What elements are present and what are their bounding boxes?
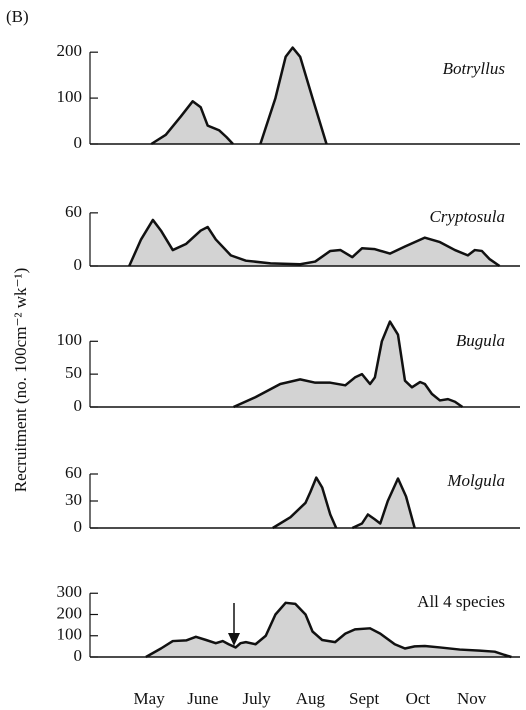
x-tick-label: Aug: [296, 689, 326, 708]
area: [272, 476, 416, 530]
y-tick-label: 60: [65, 463, 82, 482]
panel-title: Cryptosula: [429, 207, 505, 226]
y-tick-label: 60: [65, 202, 82, 221]
y-axis-label: Recruitment (no. 100cm⁻² wk⁻¹): [11, 268, 30, 493]
y-tick-label: 100: [57, 625, 83, 644]
x-tick-label: June: [187, 689, 218, 708]
y-tick-label: 0: [74, 255, 83, 274]
area: [128, 218, 501, 268]
y-tick-label: 100: [57, 330, 83, 349]
y-tick-label: 200: [57, 41, 83, 60]
x-tick-label: Oct: [406, 689, 431, 708]
y-tick-label: 0: [74, 396, 83, 415]
y-tick-label: 100: [57, 87, 83, 106]
x-tick-label: May: [134, 689, 166, 708]
y-tick-label: 50: [65, 363, 82, 382]
y-tick-label: 300: [57, 582, 83, 601]
y-tick-label: 200: [57, 603, 83, 622]
panel-title: Botryllus: [443, 59, 506, 78]
arrow: [228, 603, 240, 646]
y-tick-label: 30: [65, 490, 82, 509]
x-tick-label: Sept: [349, 689, 380, 708]
panel-title: Bugula: [456, 331, 505, 350]
area: [233, 320, 464, 409]
x-tick-label: Nov: [457, 689, 487, 708]
panel-label: (B): [6, 7, 29, 26]
y-tick-label: 0: [74, 646, 83, 665]
x-tick-label: July: [242, 689, 271, 708]
area: [150, 46, 328, 146]
panel-title: Molgula: [446, 471, 505, 490]
y-tick-label: 0: [74, 133, 83, 152]
panel-title: All 4 species: [417, 592, 505, 611]
y-tick-label: 0: [74, 517, 83, 536]
area: [145, 601, 512, 659]
